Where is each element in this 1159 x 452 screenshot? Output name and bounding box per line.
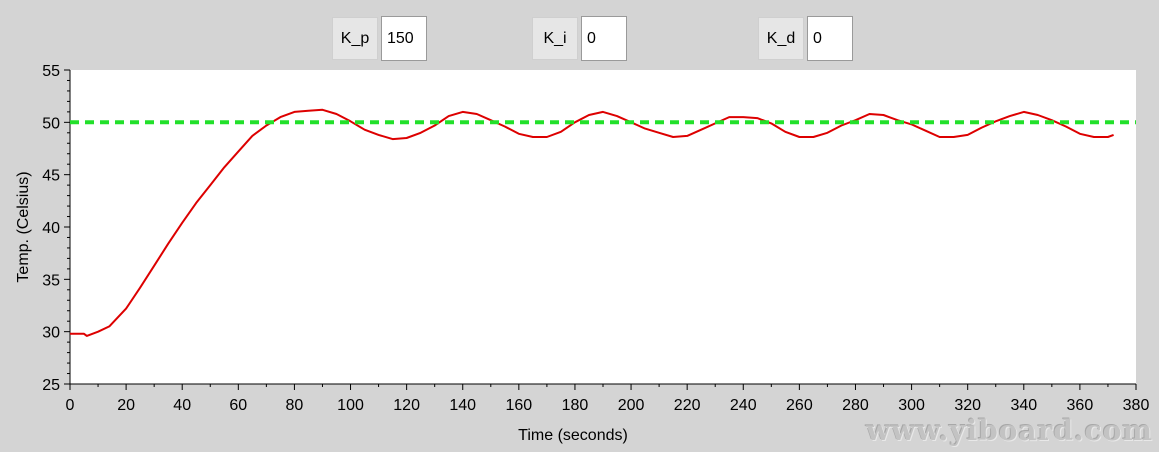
ki-input[interactable] <box>581 16 627 61</box>
y-tick-label: 55 <box>42 63 60 80</box>
x-tick-label: 100 <box>337 397 364 414</box>
x-tick-label: 160 <box>505 397 532 414</box>
kp-control: K_p <box>332 16 427 61</box>
ki-control: K_i <box>532 16 627 61</box>
x-tick-label: 240 <box>730 397 757 414</box>
kd-input[interactable] <box>807 16 853 61</box>
y-tick-label: 25 <box>42 377 60 394</box>
watermark: www.yiboard.com <box>866 414 1153 447</box>
x-tick-label: 180 <box>562 397 589 414</box>
kp-input[interactable] <box>381 16 427 61</box>
kd-label: K_d <box>758 17 804 60</box>
x-tick-label: 320 <box>954 397 981 414</box>
x-tick-label: 200 <box>618 397 645 414</box>
kp-label: K_p <box>332 17 378 60</box>
x-axis-label: Time (seconds) <box>518 427 628 444</box>
temperature-line <box>70 108 1114 337</box>
x-tick-label: 80 <box>286 397 304 414</box>
x-tick-label: 140 <box>449 397 476 414</box>
x-tick-label: 60 <box>229 397 247 414</box>
kd-control: K_d <box>758 16 853 61</box>
x-tick-label: 380 <box>1123 397 1150 414</box>
y-tick-label: 35 <box>42 272 60 289</box>
x-tick-label: 20 <box>117 397 135 414</box>
ki-label: K_i <box>532 17 578 60</box>
x-tick-label: 360 <box>1067 397 1094 414</box>
x-tick-label: 40 <box>173 397 191 414</box>
x-tick-label: 220 <box>674 397 701 414</box>
plot-area <box>70 70 1136 384</box>
y-tick-label: 50 <box>42 115 60 132</box>
x-tick-label: 340 <box>1010 397 1037 414</box>
y-tick-label: 45 <box>42 168 60 185</box>
x-tick-label: 0 <box>66 397 75 414</box>
x-tick-label: 280 <box>842 397 869 414</box>
x-tick-label: 300 <box>898 397 925 414</box>
y-tick-label: 30 <box>42 325 60 342</box>
y-axis-label: Temp. (Celsius) <box>15 171 32 282</box>
x-tick-label: 260 <box>786 397 813 414</box>
y-tick-label: 40 <box>42 220 60 237</box>
x-tick-label: 120 <box>393 397 420 414</box>
